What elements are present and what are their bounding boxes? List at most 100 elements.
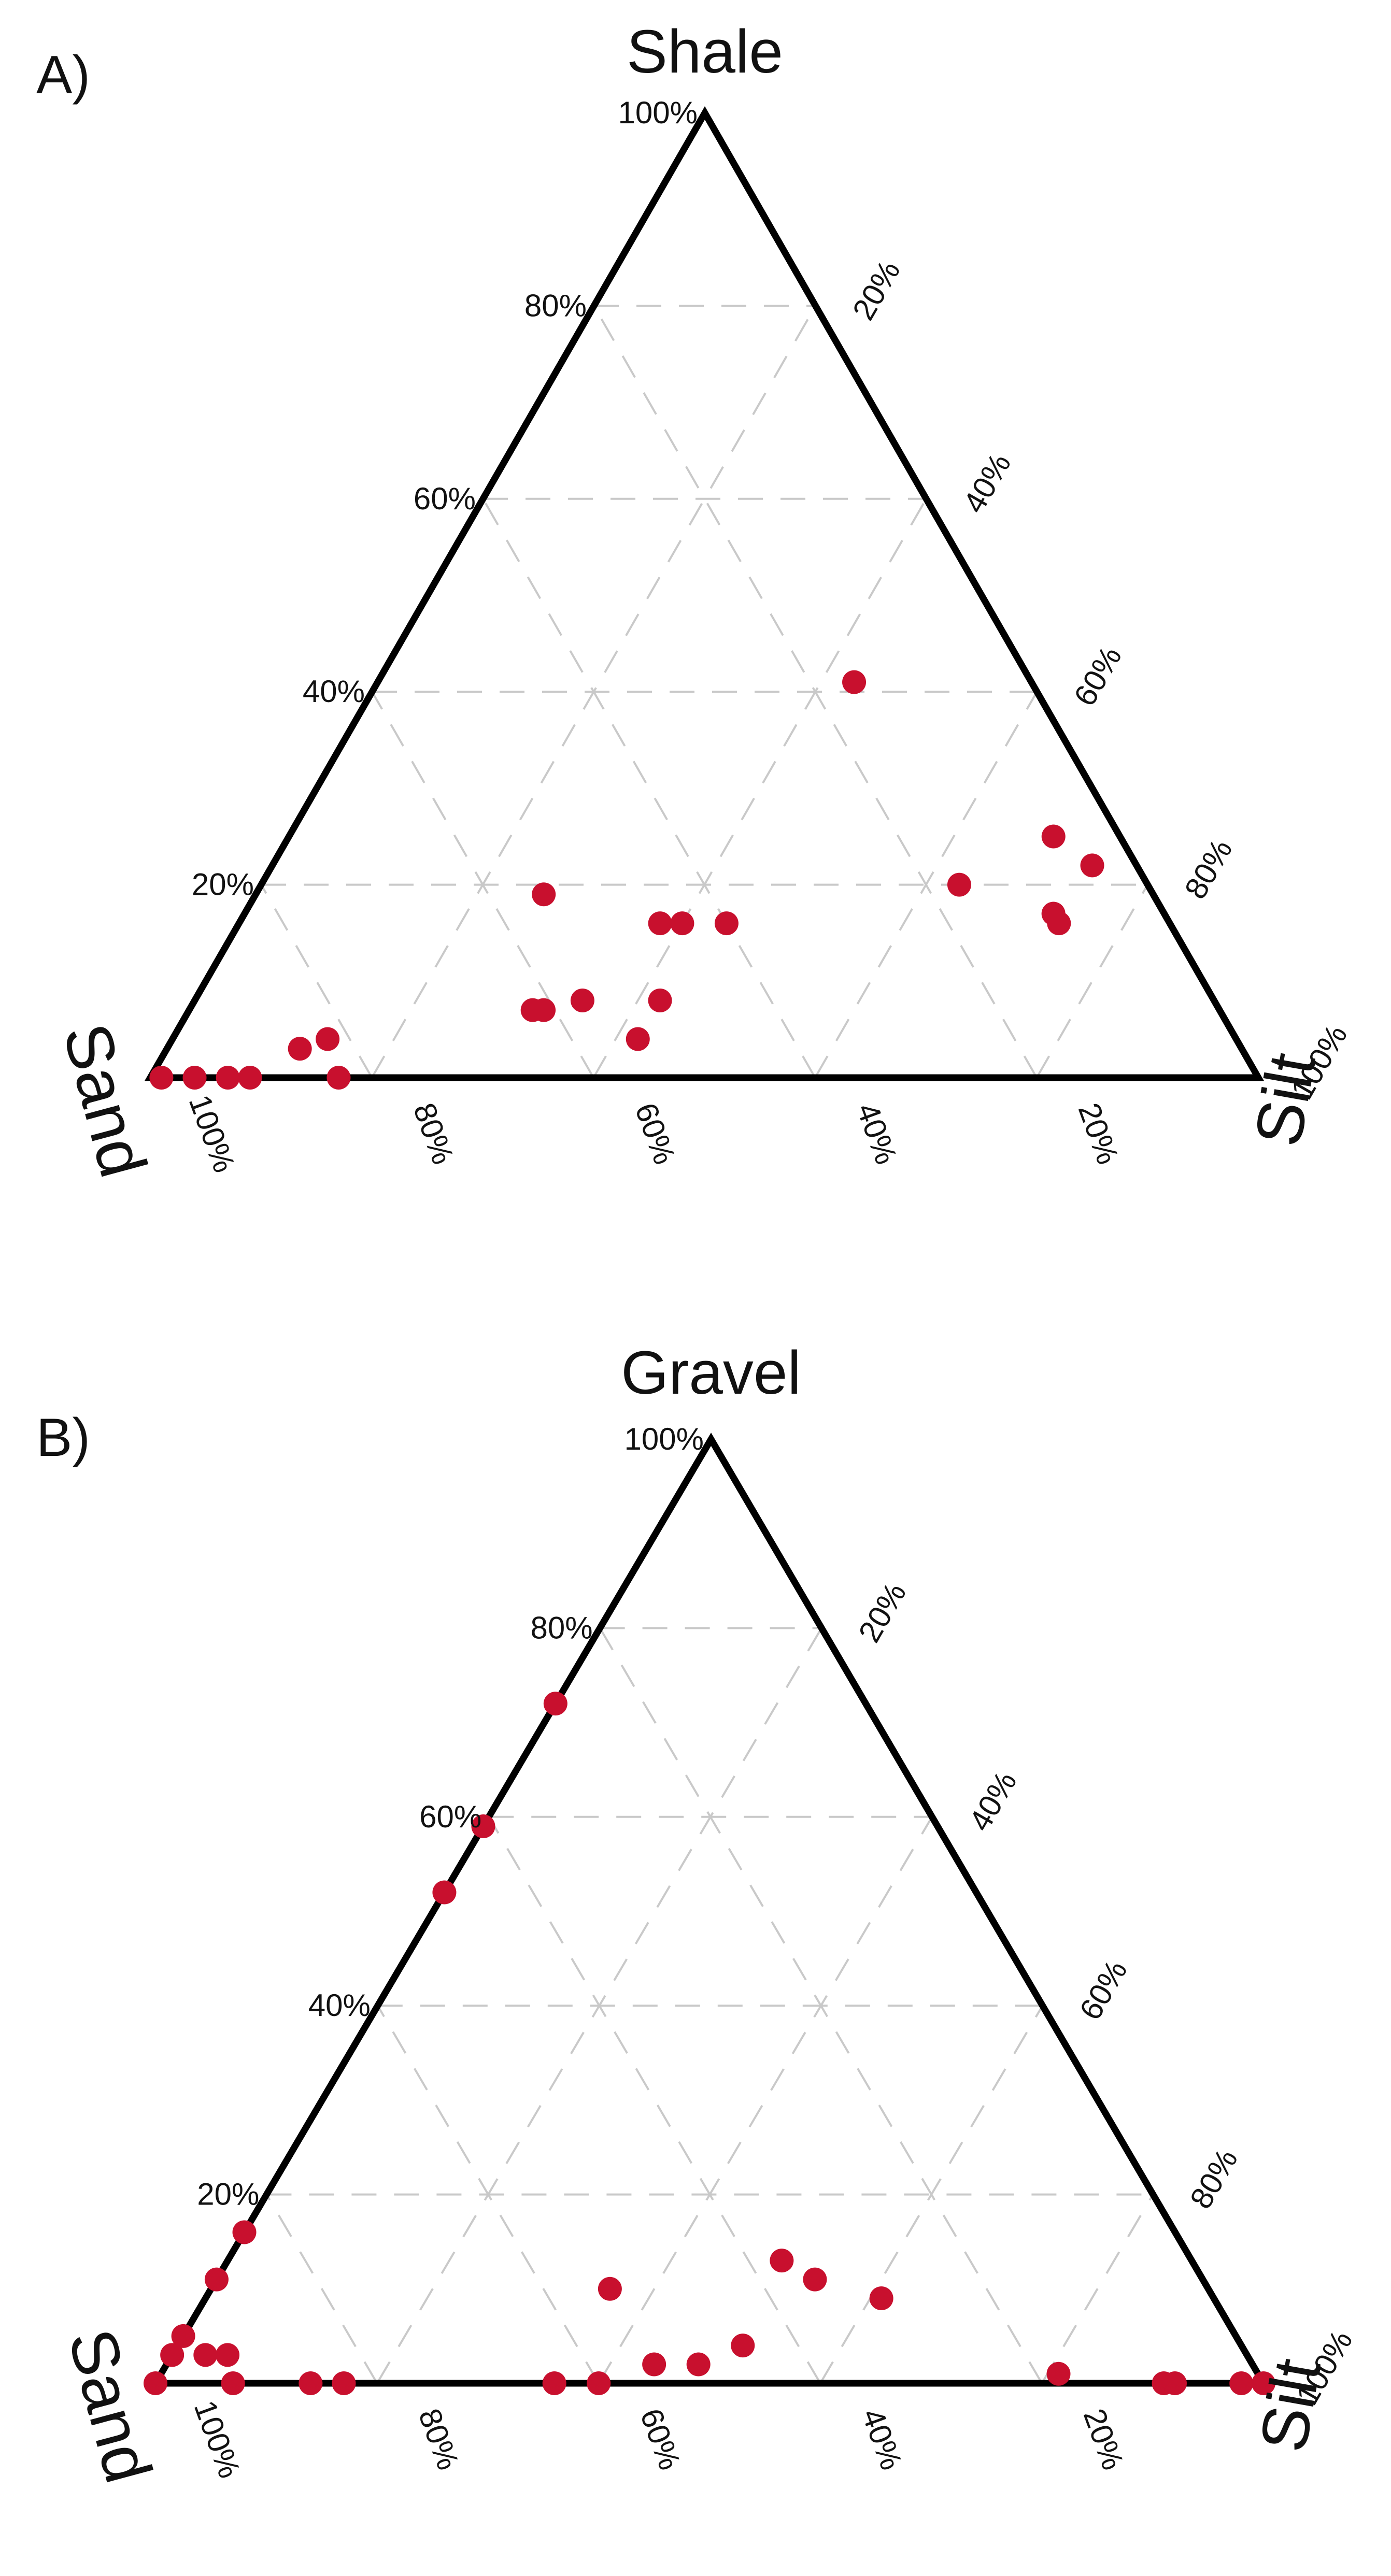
- grid-line-sand-40: [488, 1816, 821, 2384]
- data-point: [770, 2249, 794, 2273]
- tick-labels: 20%40%60%80%100%20%40%60%80%100%100% 80% 6…: [182, 95, 1354, 1177]
- data-point: [216, 2343, 240, 2367]
- data-point: [204, 2267, 229, 2292]
- tick-label-right: 40%: [962, 1766, 1024, 1837]
- tick-label-left: 40%: [308, 1988, 371, 2023]
- tick-label-right: 80%: [1178, 834, 1239, 905]
- data-point: [542, 2371, 566, 2395]
- apex-label-top: Shale: [627, 18, 783, 86]
- data-point: [686, 2352, 711, 2377]
- data-point: [642, 2352, 666, 2377]
- data-point: [842, 670, 867, 694]
- tick-label-left: 100%: [624, 1422, 704, 1456]
- data-point: [1046, 2362, 1071, 2386]
- grid-line-silt-60: [814, 691, 1038, 1078]
- panel-label: A): [36, 45, 90, 105]
- data-point: [869, 2286, 893, 2311]
- apex-label-top: Gravel: [621, 1339, 801, 1407]
- apex-label-right: Silt: [1246, 2353, 1335, 2457]
- grid-line-silt-80: [1035, 884, 1149, 1078]
- data-point: [670, 911, 694, 936]
- data-point: [543, 1692, 567, 1716]
- tick-label-right: 60%: [1073, 1954, 1134, 2026]
- grid-line-silt-60: [819, 2005, 1044, 2384]
- data-point: [471, 1814, 495, 1839]
- data-point: [1252, 2371, 1275, 2395]
- apex-label-right: Silt: [1241, 1048, 1330, 1151]
- data-point: [332, 2371, 356, 2395]
- apex-label-left: Sand: [49, 1016, 160, 1185]
- tick-label-bottom: 20%: [1077, 2404, 1131, 2474]
- tick-label-left: 80%: [531, 1610, 593, 1645]
- data-point: [714, 911, 739, 936]
- data-point: [587, 2371, 611, 2395]
- tick-label-bottom: 100%: [188, 2396, 247, 2482]
- grid: [265, 1627, 1154, 2384]
- data-point: [731, 2334, 755, 2358]
- tick-label-bottom: 100%: [182, 1090, 242, 1177]
- data-point: [232, 2220, 257, 2244]
- data-point: [299, 2371, 323, 2395]
- tick-label-bottom: 40%: [855, 2404, 909, 2474]
- grid-line-sand-60: [371, 691, 594, 1078]
- tick-label-right: 60%: [1067, 640, 1128, 712]
- panel-label: B): [36, 1408, 90, 1468]
- grid-line-sand-80: [260, 884, 373, 1078]
- tick-label-left: 60%: [414, 481, 476, 516]
- data-point: [182, 1066, 207, 1090]
- tick-label-bottom: 80%: [412, 2404, 466, 2474]
- triangle-frame: [149, 1433, 1270, 2387]
- ternary-panel-2: 20%40%60%80%100%20%40%60%80%100%100% 80% 6…: [36, 1339, 1359, 2491]
- tick-label-right: 20%: [851, 1577, 913, 1648]
- grid-line-silt-80: [1041, 2194, 1154, 2384]
- tick-label-bottom: 20%: [1072, 1098, 1126, 1169]
- tick-label-left: 60%: [419, 1799, 481, 1834]
- data-point: [193, 2343, 218, 2367]
- tick-label-left: 20%: [197, 2177, 259, 2212]
- grid-line-silt-40: [592, 498, 927, 1078]
- data-point: [648, 989, 672, 1013]
- tick-label-left: 100%: [618, 95, 698, 130]
- grid-line-sand-60: [377, 2005, 600, 2384]
- grid: [260, 305, 1149, 1078]
- tick-label-bottom: 60%: [633, 2404, 687, 2474]
- grid-line-silt-40: [598, 1816, 933, 2384]
- data-points: [149, 670, 1104, 1090]
- tick-label-bottom: 40%: [850, 1098, 904, 1169]
- grid-line-sand-80: [265, 2194, 378, 2384]
- data-point: [327, 1066, 351, 1090]
- grid-line-sand-40: [482, 498, 816, 1078]
- tick-label-left: 20%: [192, 867, 254, 902]
- data-point: [570, 989, 594, 1013]
- tick-label-bottom: 80%: [407, 1098, 461, 1169]
- ternary-panel-1: 20%40%60%80%100%20%40%60%80%100%100% 80% 6…: [36, 18, 1354, 1185]
- tick-label-left: 80%: [524, 288, 587, 323]
- data-point: [1162, 2371, 1187, 2395]
- data-point: [432, 1880, 457, 1905]
- data-points: [144, 1692, 1275, 2395]
- data-point: [221, 2371, 245, 2395]
- data-point: [1041, 824, 1066, 849]
- tick-label-right: 80%: [1183, 2143, 1244, 2215]
- data-point: [144, 2371, 167, 2395]
- data-point: [532, 998, 556, 1022]
- data-point: [149, 1066, 174, 1090]
- data-point: [171, 2324, 195, 2348]
- data-point: [947, 872, 971, 897]
- data-point: [598, 2277, 622, 2301]
- data-point: [648, 911, 672, 936]
- data-point: [216, 1066, 240, 1090]
- data-point: [803, 2267, 827, 2292]
- data-point: [160, 2343, 184, 2367]
- data-point: [238, 1066, 262, 1090]
- tick-label-bottom: 60%: [628, 1098, 682, 1169]
- data-point: [626, 1027, 650, 1051]
- data-point: [532, 882, 556, 907]
- data-point: [1047, 911, 1071, 936]
- data-point: [1229, 2371, 1254, 2395]
- tick-label-left: 40%: [303, 674, 365, 709]
- tick-label-right: 20%: [846, 254, 907, 326]
- data-point: [316, 1027, 340, 1051]
- tick-labels: 20%40%60%80%100%20%40%60%80%100%100% 80% 6…: [188, 1422, 1359, 2483]
